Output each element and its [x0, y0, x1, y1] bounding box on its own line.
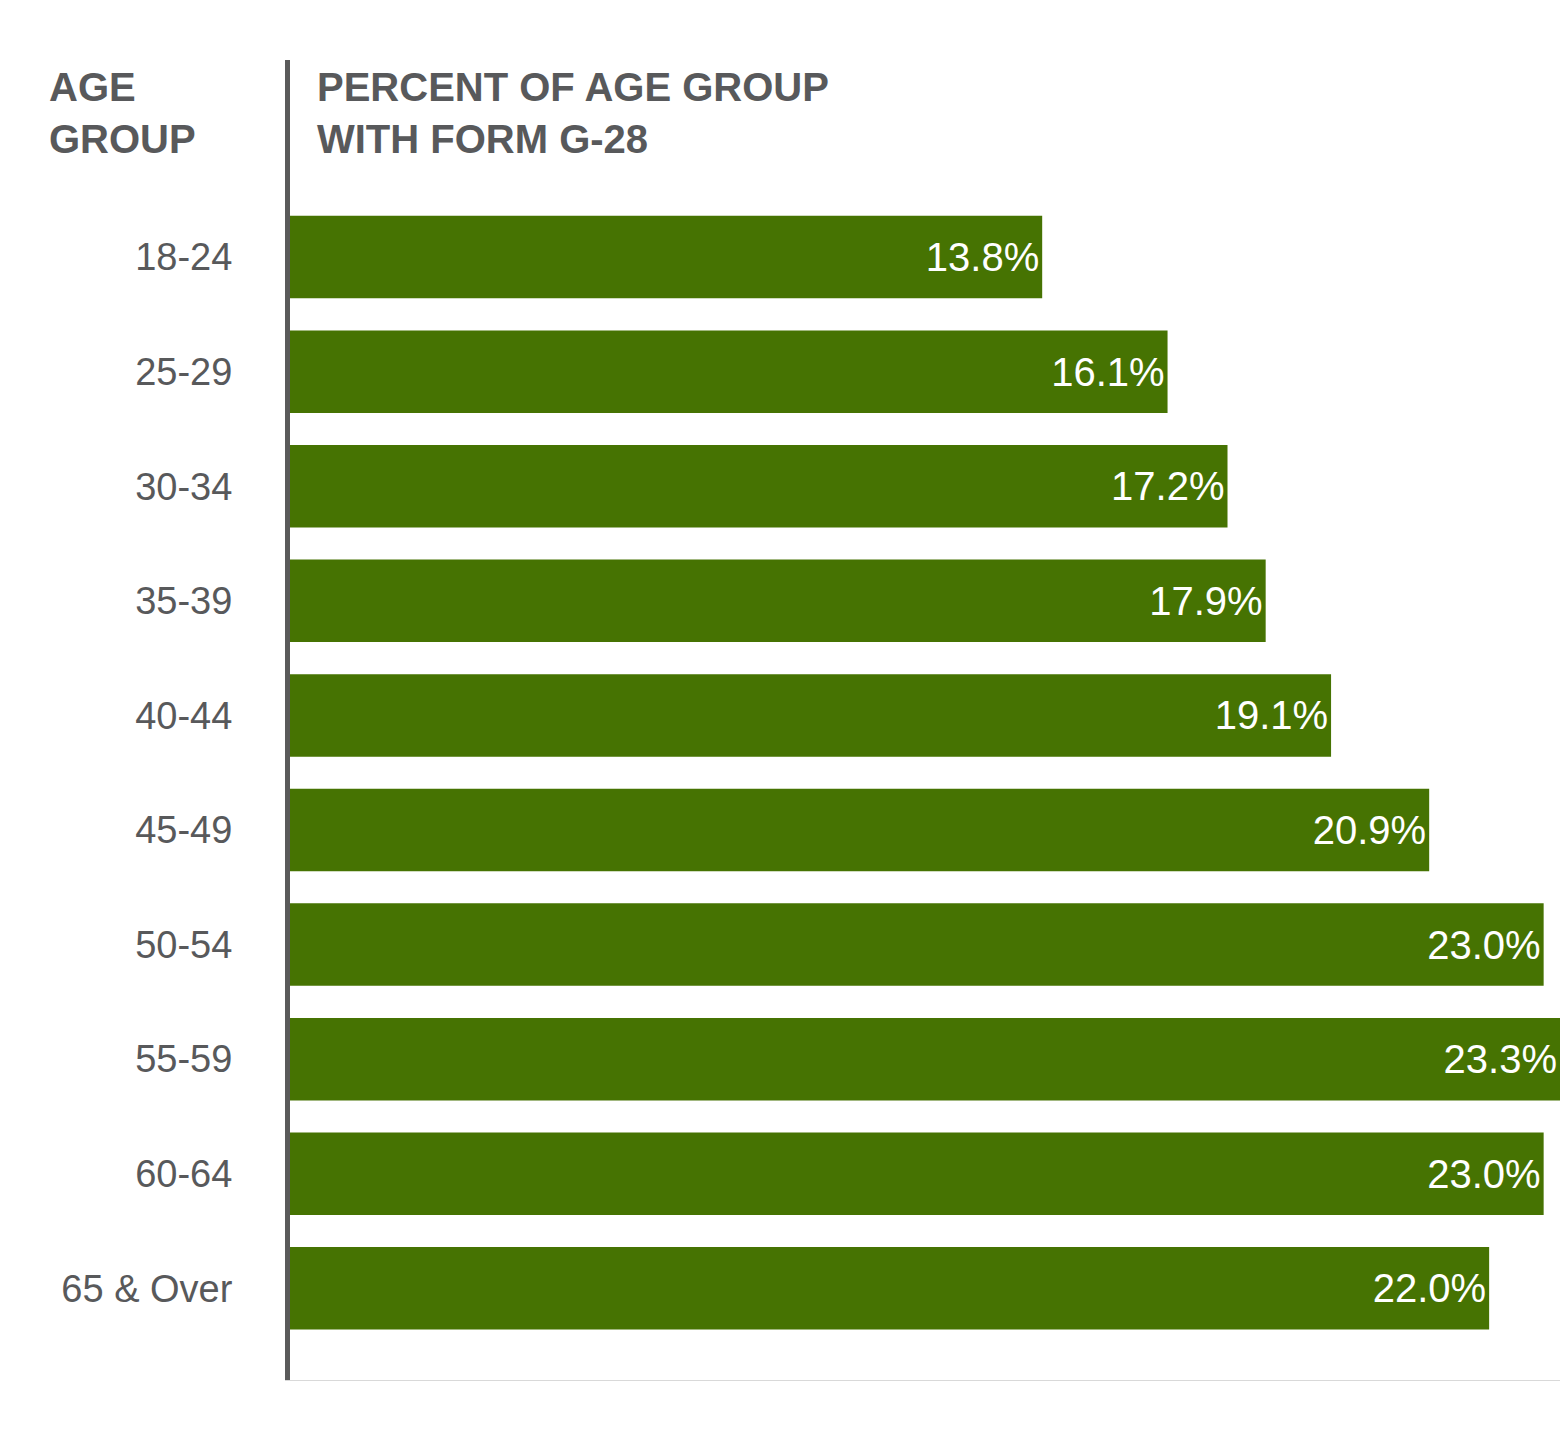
svg-text:50-54: 50-54	[135, 924, 232, 966]
svg-text:35-39: 35-39	[135, 580, 232, 622]
svg-text:17.2%: 17.2%	[1111, 464, 1224, 508]
svg-text:55-59: 55-59	[135, 1038, 232, 1080]
svg-text:AGEGROUP: AGEGROUP	[49, 65, 196, 161]
svg-text:19.1%: 19.1%	[1215, 693, 1328, 737]
svg-text:23.3%: 23.3%	[1444, 1037, 1557, 1081]
svg-text:45-49: 45-49	[135, 809, 232, 851]
svg-text:20.9%: 20.9%	[1313, 808, 1426, 852]
svg-text:65 & Over: 65 & Over	[61, 1268, 232, 1310]
svg-text:30-34: 30-34	[135, 466, 232, 508]
svg-text:16.1%: 16.1%	[1051, 350, 1164, 394]
svg-text:PERCENT OF AGE GROUPWITH FORM: PERCENT OF AGE GROUPWITH FORM G-28	[317, 65, 829, 161]
svg-text:17.9%: 17.9%	[1149, 579, 1262, 623]
svg-text:13.8%: 13.8%	[926, 235, 1039, 279]
svg-text:18-24: 18-24	[135, 236, 232, 278]
svg-text:23.0%: 23.0%	[1427, 1152, 1540, 1196]
svg-text:40-44: 40-44	[135, 695, 232, 737]
svg-text:22.0%: 22.0%	[1373, 1266, 1486, 1310]
svg-text:60-64: 60-64	[135, 1153, 232, 1195]
svg-text:25-29: 25-29	[135, 351, 232, 393]
svg-text:23.0%: 23.0%	[1427, 923, 1540, 967]
